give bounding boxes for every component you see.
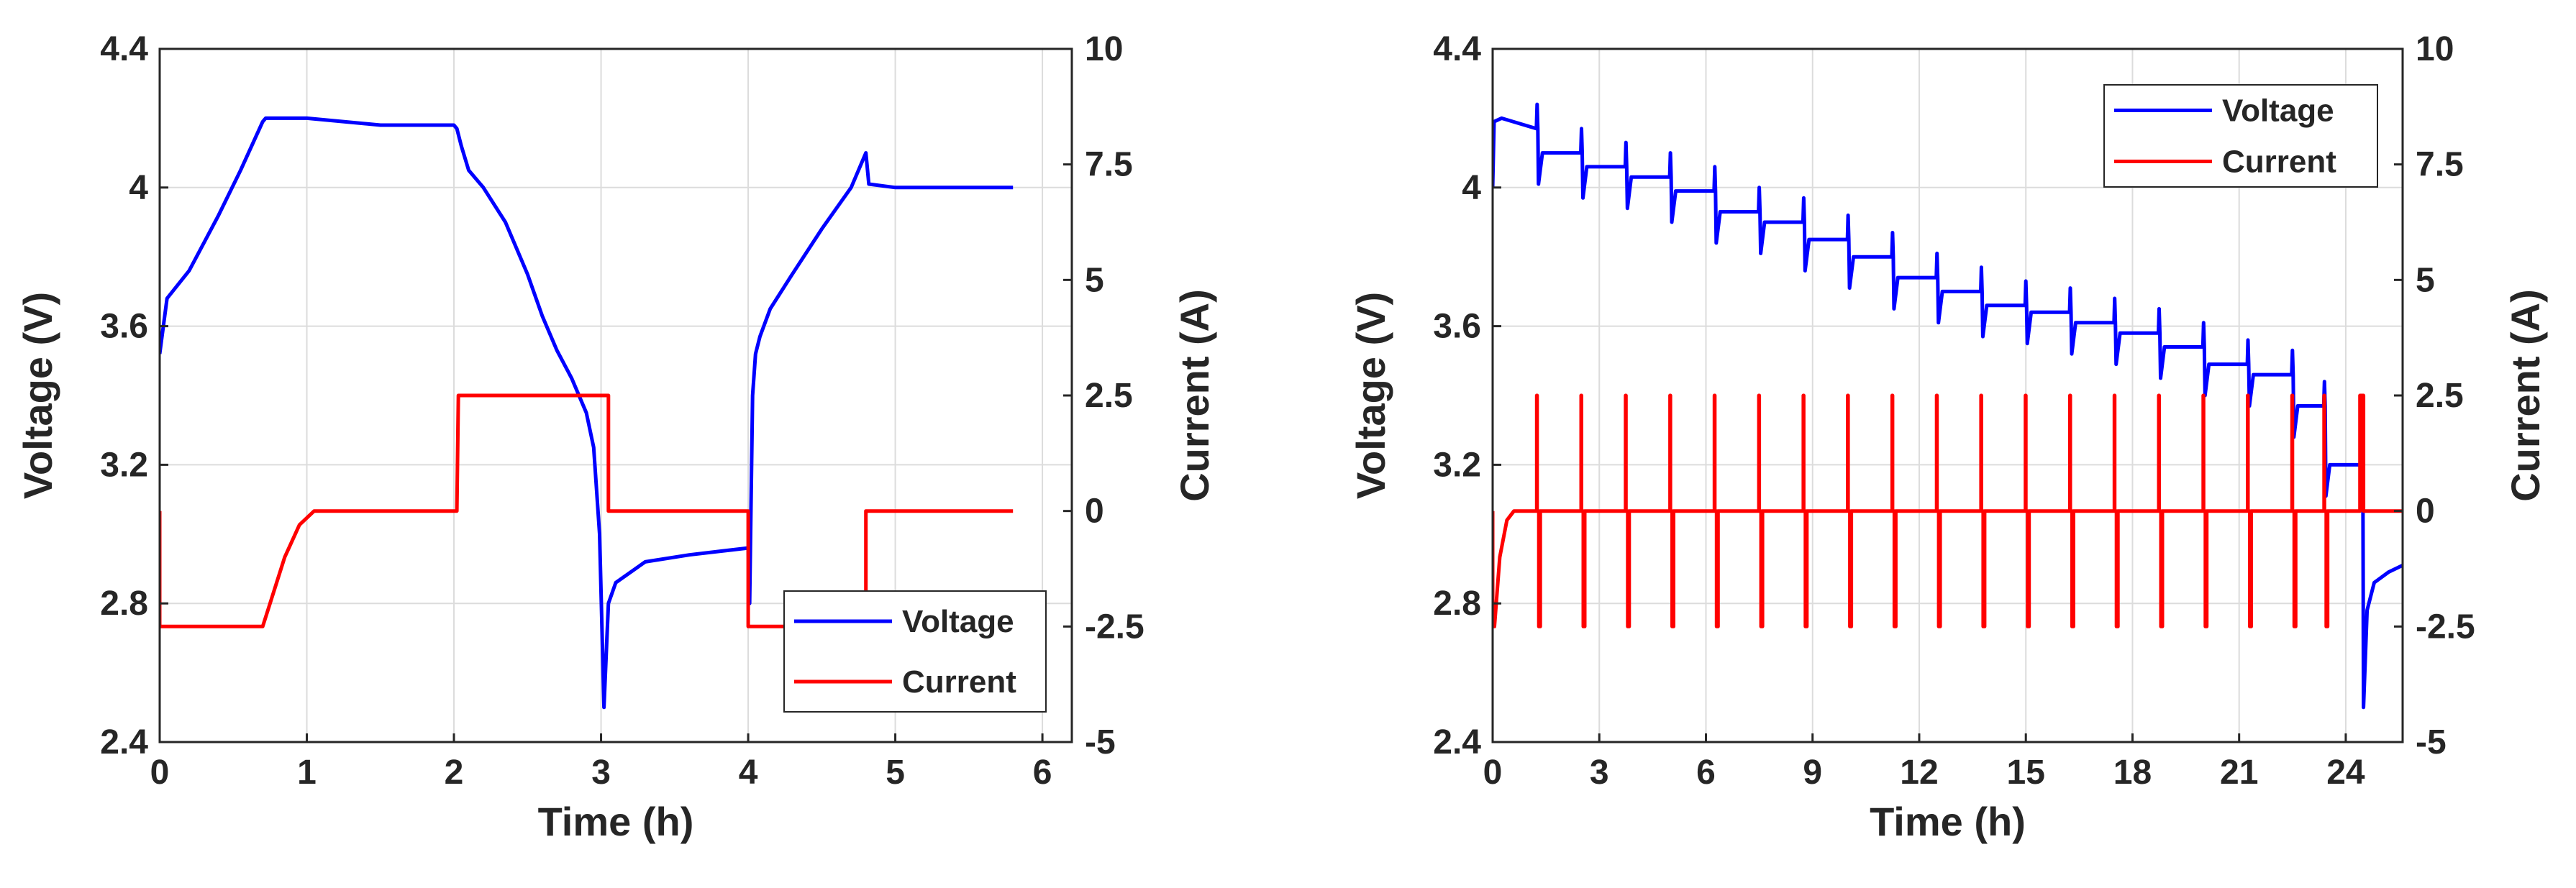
- y-right-tick-label: 5: [1085, 261, 1104, 299]
- y-left-tick-label: 3.6: [100, 308, 148, 346]
- y-right-tick-label: 0: [2416, 493, 2435, 531]
- y-left-tick-label: 2.4: [100, 723, 148, 761]
- y-left-tick-label: 3.2: [100, 446, 148, 484]
- legend-box: [2103, 84, 2378, 188]
- legend-label-voltage: Voltage: [902, 604, 1014, 639]
- legend-label-current: Current: [2222, 145, 2336, 180]
- x-tick-label: 2: [445, 754, 464, 792]
- x-tick-label: 5: [886, 754, 905, 792]
- legend-label-current: Current: [902, 664, 1016, 700]
- y-right-tick-label: -2.5: [2416, 608, 2475, 646]
- x-tick-label: 15: [2007, 754, 2045, 792]
- y-right-tick-label: -5: [1085, 723, 1116, 761]
- y-right-tick-label: -5: [2416, 723, 2447, 761]
- x-axis-label: Time (h): [538, 799, 694, 844]
- x-tick-label: 3: [591, 754, 611, 792]
- x-tick-label: 9: [1803, 754, 1822, 792]
- x-tick-label: 4: [739, 754, 758, 792]
- y-left-tick-label: 2.8: [100, 585, 148, 623]
- x-tick-label: 6: [1696, 754, 1716, 792]
- y-left-tick-label: 4.4: [100, 30, 148, 68]
- series-line-current: [1493, 393, 2403, 628]
- y-right-tick-label: 10: [1085, 30, 1123, 68]
- x-tick-label: 18: [2113, 754, 2152, 792]
- chart-2: 0 3 6 9 12 15 18 21 24 2.4 2.8 3.2 3.6 4 4.4 -5 -2.5 0 2.5…: [1348, 30, 2548, 844]
- legend: Voltage Current: [783, 590, 1047, 713]
- y-left-tick-label: 4: [1462, 169, 1481, 207]
- y-left-tick-label: 3.2: [1433, 446, 1481, 484]
- series-line-voltage: [160, 116, 1014, 710]
- x-tick-label: 6: [1033, 754, 1052, 792]
- y-left-axis-label: Voltage (V): [1348, 292, 1393, 499]
- y-left-axis-label: Voltage (V): [15, 292, 60, 499]
- x-tick-label: 12: [1900, 754, 1938, 792]
- y-right-tick-label: 2.5: [1085, 377, 1133, 415]
- y-right-tick-label: 2.5: [2416, 377, 2464, 415]
- x-tick-label: 0: [150, 754, 170, 792]
- legend-label-voltage: Voltage: [2222, 93, 2334, 129]
- y-left-tick-label: 4: [129, 169, 148, 207]
- y-right-tick-label: 10: [2416, 30, 2454, 68]
- x-tick-label: 0: [1483, 754, 1503, 792]
- y-right-axis-label: Current (A): [1172, 289, 1217, 502]
- x-tick-label: 1: [297, 754, 317, 792]
- x-axis-label: Time (h): [1870, 799, 2026, 844]
- chart-1: 0 1 2 3 4 5 6 2.4 2.8 3.2 3.6 4 4.4 -5 -2.5 0 2.5 5 7.5 10 T…: [15, 30, 1217, 844]
- y-right-tick-label: 7.5: [1085, 146, 1133, 184]
- y-right-tick-label: -2.5: [1085, 608, 1144, 646]
- y-right-tick-label: 7.5: [2416, 146, 2464, 184]
- y-left-tick-label: 4.4: [1433, 30, 1481, 68]
- x-tick-label: 3: [1590, 754, 1609, 792]
- x-tick-label: 21: [2220, 754, 2258, 792]
- y-right-axis-label: Current (A): [2503, 289, 2548, 502]
- y-right-tick-label: 5: [2416, 261, 2435, 299]
- series-line-current: [160, 393, 1014, 628]
- legend-box: [783, 590, 1047, 713]
- y-right-tick-label: 0: [1085, 493, 1104, 531]
- legend: Voltage Current: [2103, 84, 2378, 188]
- x-tick-label: 24: [2326, 754, 2365, 792]
- y-left-tick-label: 2.4: [1433, 723, 1481, 761]
- y-left-tick-label: 3.6: [1433, 308, 1481, 346]
- y-left-tick-label: 2.8: [1433, 585, 1481, 623]
